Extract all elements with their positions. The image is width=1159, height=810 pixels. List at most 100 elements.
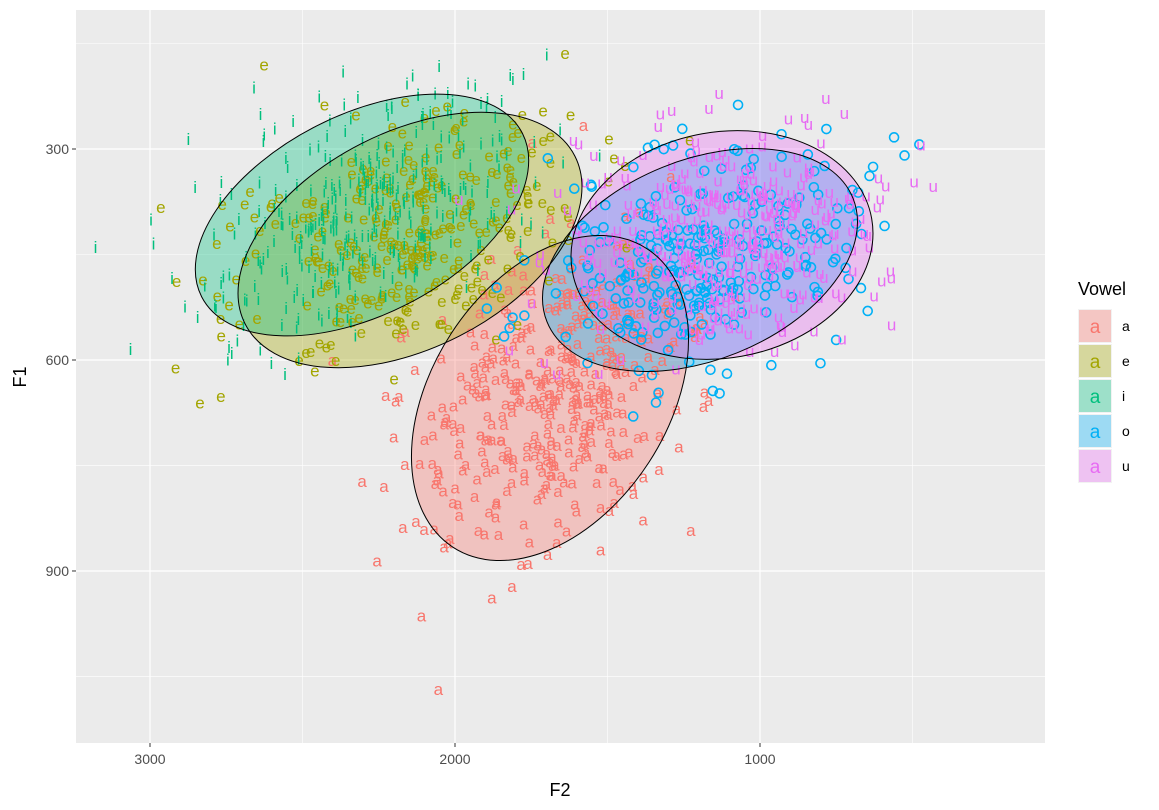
svg-text:a: a [535, 456, 545, 475]
svg-text:i: i [335, 211, 339, 230]
svg-text:a: a [674, 438, 684, 457]
svg-text:e: e [441, 269, 450, 288]
svg-text:e: e [382, 167, 391, 186]
svg-text:u: u [719, 243, 728, 262]
svg-text:i: i [375, 188, 379, 207]
svg-text:e: e [320, 208, 329, 227]
svg-text:i: i [485, 98, 489, 117]
svg-text:i: i [337, 279, 341, 298]
svg-text:i: i [347, 268, 351, 287]
svg-text:e: e [495, 218, 504, 237]
svg-text:a: a [574, 393, 584, 412]
svg-text:a: a [455, 506, 465, 525]
svg-text:u: u [593, 253, 602, 272]
svg-text:i: i [212, 226, 216, 245]
svg-text:a: a [585, 421, 595, 440]
svg-text:a: a [596, 541, 606, 560]
svg-text:u: u [715, 262, 724, 281]
svg-text:u: u [876, 190, 885, 209]
svg-text:e: e [392, 198, 401, 217]
svg-text:i: i [358, 246, 362, 265]
svg-text:u: u [655, 251, 664, 270]
svg-text:a: a [595, 382, 605, 401]
svg-text:u: u [695, 163, 704, 182]
svg-text:u: u [688, 274, 697, 293]
svg-text:a: a [636, 331, 646, 350]
svg-text:e: e [435, 314, 444, 333]
svg-text:e: e [563, 207, 572, 226]
svg-text:a: a [612, 235, 622, 254]
svg-text:e: e [451, 118, 460, 137]
svg-text:i: i [291, 225, 295, 244]
svg-text:u: u [693, 210, 702, 229]
svg-text:i: i [280, 262, 284, 281]
svg-text:e: e [407, 255, 416, 274]
svg-text:a: a [546, 404, 556, 423]
svg-text:u: u [680, 261, 689, 280]
y-axis-title: F1 [10, 366, 30, 387]
svg-text:u: u [706, 319, 715, 338]
svg-text:u: u [742, 287, 751, 306]
svg-text:e: e [422, 176, 431, 195]
svg-text:a: a [542, 475, 552, 494]
svg-text:u: u [725, 280, 734, 299]
svg-text:u: u [585, 244, 594, 263]
svg-text:u: u [726, 255, 735, 274]
svg-text:a: a [474, 386, 484, 405]
svg-text:u: u [612, 242, 621, 261]
svg-text:e: e [434, 137, 443, 156]
svg-text:a: a [453, 494, 463, 513]
svg-text:u: u [591, 286, 600, 305]
svg-text:e: e [391, 209, 400, 228]
svg-text:i: i [469, 156, 473, 175]
svg-text:e: e [404, 136, 413, 155]
svg-text:i: i [314, 215, 318, 234]
svg-text:a: a [621, 328, 631, 347]
svg-text:e: e [386, 231, 395, 250]
svg-text:u: u [735, 319, 744, 338]
svg-text:i: i [300, 256, 304, 275]
svg-text:u: u [780, 283, 789, 302]
svg-text:e: e [371, 179, 380, 198]
svg-text:i: i [411, 189, 415, 208]
svg-text:u: u [821, 210, 830, 229]
svg-text:e: e [225, 216, 234, 235]
svg-text:e: e [394, 235, 403, 254]
svg-text:a: a [487, 588, 497, 607]
svg-text:a: a [515, 373, 525, 392]
svg-text:i: i [373, 249, 377, 268]
svg-text:u: u [552, 364, 561, 383]
svg-text:e: e [304, 251, 313, 270]
svg-text:u: u [865, 238, 874, 257]
svg-text:a: a [639, 426, 649, 445]
svg-text:a: a [445, 529, 455, 548]
svg-text:i: i [335, 302, 339, 321]
svg-text:i: i [416, 86, 420, 105]
svg-text:u: u [623, 251, 632, 270]
svg-text:u: u [790, 195, 799, 214]
svg-text:a: a [704, 391, 714, 410]
svg-text:e: e [420, 182, 429, 201]
svg-text:u: u [742, 304, 751, 323]
svg-text:i: i [335, 220, 339, 239]
svg-text:e: e [373, 262, 382, 281]
svg-text:u: u [783, 163, 792, 182]
svg-text:a: a [577, 295, 587, 314]
svg-text:u: u [705, 147, 714, 166]
svg-text:a: a [553, 513, 563, 532]
svg-text:u: u [749, 299, 758, 318]
svg-text:e: e [503, 157, 512, 176]
svg-text:i: i [401, 147, 405, 166]
svg-text:e: e [438, 219, 447, 238]
svg-text:a: a [551, 300, 561, 319]
svg-text:e: e [216, 326, 225, 345]
svg-text:e: e [459, 204, 468, 223]
svg-text:u: u [745, 269, 754, 288]
svg-text:u: u [680, 179, 689, 198]
svg-text:a: a [475, 304, 485, 323]
svg-text:i: i [327, 263, 331, 282]
svg-text:a: a [602, 353, 612, 372]
svg-text:u: u [612, 229, 621, 248]
svg-text:a: a [480, 265, 490, 284]
svg-text:i: i [479, 134, 483, 153]
